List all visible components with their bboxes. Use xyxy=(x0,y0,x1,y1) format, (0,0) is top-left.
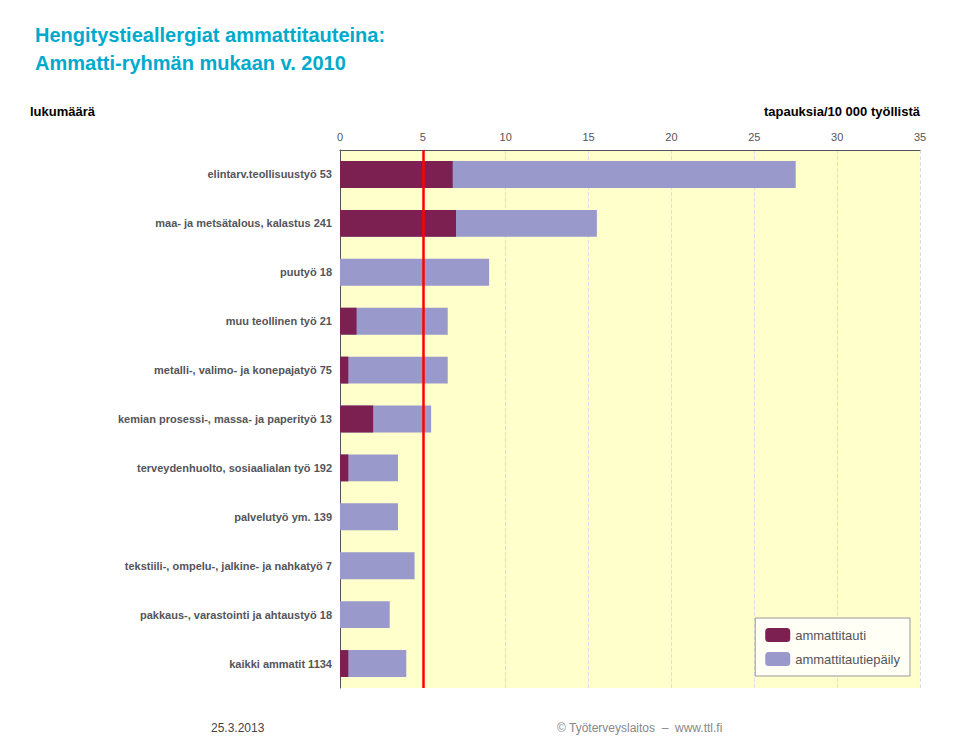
svg-text:20: 20 xyxy=(665,131,677,143)
svg-text:kemian prosessi-, massa- ja pa: kemian prosessi-, massa- ja paperityö 13 xyxy=(118,413,332,425)
svg-text:maa- ja metsätalous, kalastus: maa- ja metsätalous, kalastus 241 xyxy=(155,217,332,229)
svg-text:35: 35 xyxy=(914,131,926,143)
svg-text:tekstiili-, ompelu-, jalkine-: tekstiili-, ompelu-, jalkine- ja nahkaty… xyxy=(125,560,332,572)
svg-text:© Työterveyslaitos – www.ttl: © Työterveyslaitos – www.ttl.fi xyxy=(557,721,722,735)
svg-text:pakkaus-, varastointi ja ahtau: pakkaus-, varastointi ja ahtaustyö 18 xyxy=(140,609,332,621)
svg-text:palvelutyö ym. 139: palvelutyö ym. 139 xyxy=(234,511,332,523)
svg-text:Ammatti-ryhmän mukaan v. 2010: Ammatti-ryhmän mukaan v. 2010 xyxy=(35,52,346,74)
svg-text:ammattitautiepäily: ammattitautiepäily xyxy=(795,652,900,667)
svg-text:terveydenhuolto, sosiaalialan: terveydenhuolto, sosiaalialan työ 192 xyxy=(137,462,332,474)
svg-text:0: 0 xyxy=(337,131,343,143)
svg-text:30: 30 xyxy=(831,131,843,143)
svg-text:25: 25 xyxy=(748,131,760,143)
svg-text:lukumäärä: lukumäärä xyxy=(30,104,96,119)
svg-text:5: 5 xyxy=(420,131,426,143)
svg-text:metalli-, valimo- ja konepajat: metalli-, valimo- ja konepajatyö 75 xyxy=(154,364,332,376)
svg-text:muu teollinen työ 21: muu teollinen työ 21 xyxy=(226,315,332,327)
svg-text:25.3.2013: 25.3.2013 xyxy=(211,721,265,735)
svg-text:10: 10 xyxy=(500,131,512,143)
svg-text:kaikki ammatit 1134: kaikki ammatit 1134 xyxy=(229,658,333,670)
svg-text:tapauksia/10 000 työllistä: tapauksia/10 000 työllistä xyxy=(764,104,921,119)
svg-text:15: 15 xyxy=(582,131,594,143)
svg-text:Hengitystieallergiat ammattita: Hengitystieallergiat ammattitauteina: xyxy=(35,24,385,46)
svg-text:puutyö 18: puutyö 18 xyxy=(280,266,332,278)
svg-text:ammattitauti: ammattitauti xyxy=(795,628,866,643)
svg-text:elintarv.teollisuustyö 53: elintarv.teollisuustyö 53 xyxy=(207,168,332,180)
